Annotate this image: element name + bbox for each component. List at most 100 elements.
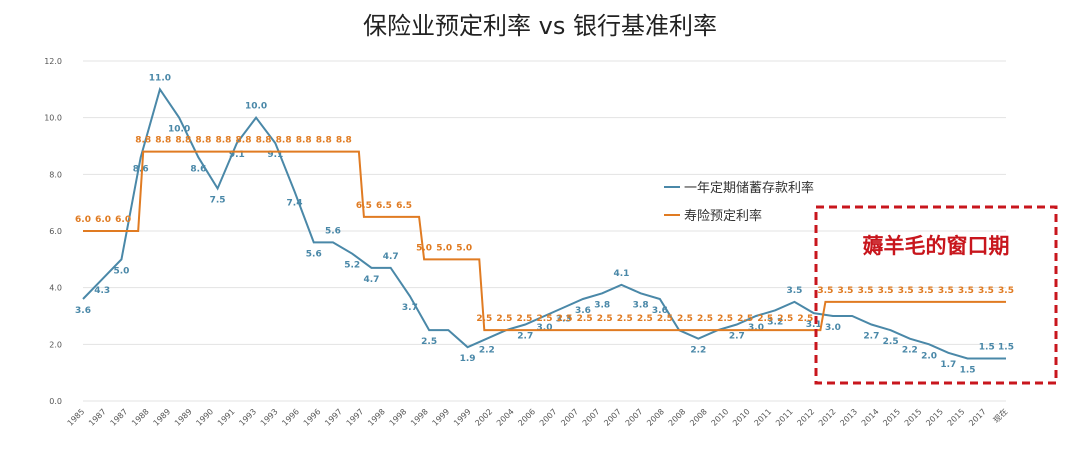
- y-tick-label: 8.0: [49, 170, 62, 179]
- data-label: 3.5: [938, 286, 954, 296]
- data-label: 2.5: [757, 314, 773, 324]
- data-label: 2.5: [637, 314, 653, 324]
- data-label: 3.0: [537, 323, 553, 333]
- x-tick-label: 2008: [688, 407, 709, 428]
- x-tick-label: 1989: [173, 407, 194, 428]
- x-tick-label: 2008: [667, 407, 688, 428]
- data-label: 3.5: [787, 286, 803, 296]
- x-tick-label: 2014: [860, 407, 881, 428]
- data-label: 2.5: [537, 314, 553, 324]
- data-label: 8.8: [316, 136, 332, 146]
- y-tick-label: 0.0: [49, 397, 62, 406]
- x-tick-label: 2010: [731, 407, 752, 428]
- data-label: 9.1: [229, 150, 245, 160]
- data-label: 3.8: [594, 300, 610, 310]
- x-tick-label: 2007: [624, 407, 645, 428]
- x-tick-label: 2007: [602, 407, 623, 428]
- data-label: 8.6: [133, 164, 149, 174]
- x-tick-label: 2008: [645, 407, 666, 428]
- x-tick-label: 1991: [216, 407, 237, 428]
- data-label: 7.4: [287, 198, 303, 208]
- data-label: 7.5: [210, 196, 226, 206]
- data-label: 4.1: [613, 269, 629, 279]
- data-label: 3.7: [402, 303, 418, 313]
- data-label: 8.8: [296, 136, 312, 146]
- x-tick-label: 1997: [323, 407, 344, 428]
- data-label: 2.5: [577, 314, 593, 324]
- data-label: 8.6: [190, 164, 206, 174]
- annotation-label: 薅羊毛的窗口期: [863, 233, 1010, 258]
- x-tick-label: 2015: [946, 407, 967, 428]
- data-label: 2.5: [677, 314, 693, 324]
- data-label: 3.5: [898, 286, 914, 296]
- data-label: 3.0: [825, 323, 841, 333]
- data-label: 2.2: [902, 346, 918, 356]
- annotation-box: [814, 205, 1058, 385]
- data-label: 2.5: [557, 314, 573, 324]
- data-label: 8.8: [215, 136, 231, 146]
- data-label: 8.8: [236, 136, 252, 146]
- data-label: 3.1: [806, 320, 822, 330]
- data-label: 3.2: [767, 317, 783, 327]
- x-tick-label: 2004: [495, 407, 516, 428]
- data-label: 2.0: [921, 351, 937, 361]
- data-label: 3.5: [817, 286, 833, 296]
- data-label: 6.5: [396, 201, 412, 211]
- x-tick-label: 2002: [473, 407, 494, 428]
- data-label: 6.0: [75, 215, 91, 225]
- y-tick-label: 12.0: [44, 57, 62, 66]
- data-label: 2.5: [797, 314, 813, 324]
- y-tick-label: 4.0: [49, 284, 62, 293]
- data-label: 2.5: [657, 314, 673, 324]
- x-tick-label: 1998: [409, 407, 430, 428]
- x-tick-label: 2015: [881, 407, 902, 428]
- x-tick-label: 2010: [710, 407, 731, 428]
- data-label: 3.5: [838, 286, 854, 296]
- data-label: 2.5: [883, 337, 899, 347]
- data-label: 2.7: [517, 332, 533, 342]
- data-label: 2.5: [421, 337, 437, 347]
- data-label: 3.0: [748, 323, 764, 333]
- x-tick-label: 1998: [366, 407, 387, 428]
- y-tick-label: 6.0: [49, 227, 62, 236]
- data-label: 2.5: [697, 314, 713, 324]
- data-label: 9.1: [267, 150, 283, 160]
- x-tick-label: 1998: [388, 407, 409, 428]
- data-label: 1.5: [960, 366, 976, 376]
- x-tick-label: 2012: [817, 407, 838, 428]
- data-label: 2.5: [597, 314, 613, 324]
- x-tick-label: 2017: [967, 407, 988, 428]
- data-label: 5.0: [416, 243, 432, 253]
- data-label: 2.7: [863, 332, 879, 342]
- data-label: 5.0: [113, 266, 129, 276]
- data-label: 3.5: [958, 286, 974, 296]
- legend-label-1: 寿险预定利率: [684, 208, 762, 224]
- x-tick-label: 1988: [130, 407, 151, 428]
- x-tick-label: 1989: [152, 407, 173, 428]
- series-line-1: [83, 150, 1006, 332]
- data-label: 8.8: [155, 136, 171, 146]
- data-label: 6.5: [376, 201, 392, 211]
- data-label: 1.5: [998, 343, 1014, 353]
- data-label: 10.0: [245, 102, 267, 112]
- x-tick-label: 2011: [774, 407, 795, 428]
- data-label: 8.8: [276, 136, 292, 146]
- data-label: 3.8: [633, 300, 649, 310]
- data-label: 5.6: [306, 249, 322, 259]
- data-label: 2.5: [737, 314, 753, 324]
- y-tick-label: 10.0: [44, 114, 62, 123]
- series-line-0: [82, 86, 1006, 360]
- data-label: 2.2: [690, 346, 706, 356]
- data-label: 3.6: [75, 306, 91, 316]
- data-label: 11.0: [149, 73, 171, 83]
- x-tick-label: 2012: [795, 407, 816, 428]
- data-label: 2.2: [479, 346, 495, 356]
- y-tick-label: 2.0: [49, 340, 62, 349]
- x-tick-label: 2013: [838, 407, 859, 428]
- data-label: 1.5: [979, 343, 995, 353]
- data-label: 2.5: [617, 314, 633, 324]
- x-tick-label: 1997: [345, 407, 366, 428]
- data-label: 5.0: [436, 243, 452, 253]
- data-label: 5.0: [456, 243, 472, 253]
- x-tick-label: 1996: [302, 407, 323, 428]
